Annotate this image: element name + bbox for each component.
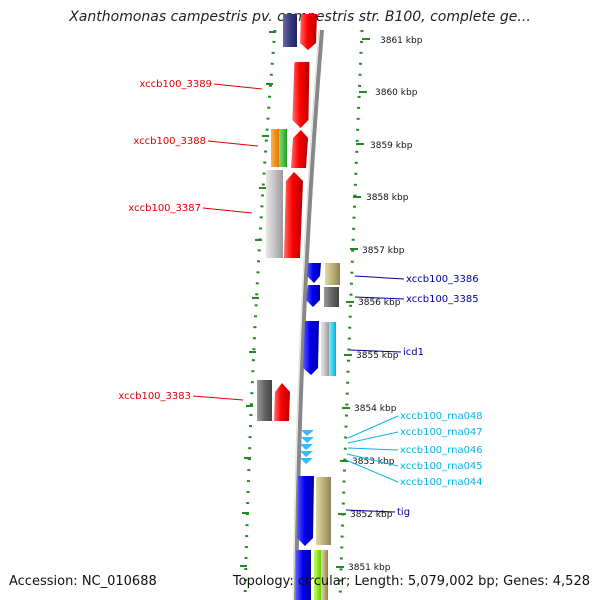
rna-labels: xccb100_rna048 xccb100_rna047 xccb100_rn… <box>400 411 483 488</box>
gene-feature[interactable] <box>321 322 329 376</box>
map-title: Xanthomonas campestris pv. campestris st… <box>69 9 531 25</box>
gene-feature[interactable] <box>291 130 308 168</box>
rna-feature[interactable] <box>300 444 313 450</box>
gene-feature[interactable] <box>303 321 319 375</box>
gene-feature[interactable] <box>329 322 336 376</box>
gene-feature[interactable] <box>279 129 287 167</box>
scale-labels: 3861 kbp 3860 kbp 3859 kbp 3858 kbp 3857… <box>348 36 423 573</box>
gene-label-xccb100-3385[interactable]: xccb100_3385 <box>406 294 479 305</box>
forward-gene-labels: xccb100_3389 xccb100_3388 xccb100_3387 x… <box>118 79 212 402</box>
gene-feature[interactable] <box>274 383 290 421</box>
rna-features <box>300 430 314 464</box>
gene-feature[interactable] <box>316 477 331 545</box>
rna-label-048[interactable]: xccb100_rna048 <box>400 411 483 422</box>
gene-feature[interactable] <box>283 14 297 47</box>
gene-feature[interactable] <box>291 61 310 128</box>
rna-label-047[interactable]: xccb100_rna047 <box>400 427 483 438</box>
gene-feature[interactable] <box>271 129 279 167</box>
gene-feature[interactable] <box>307 263 321 283</box>
scale-label: 3858 kbp <box>366 193 409 203</box>
gene-label-xccb100-3388[interactable]: xccb100_3388 <box>133 136 206 147</box>
rna-feature[interactable] <box>301 437 314 443</box>
scale-label: 3856 kbp <box>358 298 401 308</box>
rna-feature[interactable] <box>301 430 314 436</box>
scale-label: 3853 kbp <box>352 457 395 467</box>
rna-feature[interactable] <box>300 458 313 464</box>
reverse-strand-genes <box>296 263 340 600</box>
gene-label-xccb100-3389[interactable]: xccb100_3389 <box>139 79 212 90</box>
gene-label-icd1[interactable]: icd1 <box>403 347 424 358</box>
gene-feature[interactable] <box>257 380 272 421</box>
gene-feature[interactable] <box>324 287 339 307</box>
gene-label-xccb100-3386[interactable]: xccb100_3386 <box>406 274 479 285</box>
gene-label-xccb100-3383[interactable]: xccb100_3383 <box>118 391 191 402</box>
gene-feature[interactable] <box>284 172 303 258</box>
gene-feature[interactable] <box>314 550 321 600</box>
gene-feature[interactable] <box>297 476 314 546</box>
backbone-highlight <box>292 29 320 600</box>
scale-label: 3860 kbp <box>375 88 418 98</box>
gene-feature[interactable] <box>325 263 340 285</box>
accession-text: Accession: NC_010688 <box>9 574 157 589</box>
rna-label-044[interactable]: xccb100_rna044 <box>400 477 483 488</box>
scale-label: 3851 kbp <box>348 563 391 573</box>
forward-strand-genes <box>257 14 317 421</box>
scale-label: 3852 kbp <box>350 510 393 520</box>
gene-label-tig[interactable]: tig <box>397 507 410 518</box>
gene-feature[interactable] <box>296 550 311 600</box>
scale-label: 3854 kbp <box>354 404 397 414</box>
rna-label-045[interactable]: xccb100_rna045 <box>400 461 483 472</box>
gene-feature[interactable] <box>321 550 328 600</box>
genome-stats-text: Topology: circular; Length: 5,079,002 bp… <box>232 574 590 589</box>
gene-feature[interactable] <box>266 170 283 258</box>
rna-feature[interactable] <box>300 451 313 457</box>
scale-label: 3859 kbp <box>370 141 413 151</box>
gene-label-xccb100-3387[interactable]: xccb100_3387 <box>128 203 201 214</box>
kbp-ticks <box>240 31 370 568</box>
reverse-gene-labels: xccb100_3386 xccb100_3385 icd1 tig <box>397 274 479 518</box>
scale-label: 3857 kbp <box>362 246 405 256</box>
scale-label: 3855 kbp <box>356 351 399 361</box>
scale-label: 3861 kbp <box>380 36 423 46</box>
gene-feature[interactable] <box>306 285 320 307</box>
label-leader-lines <box>192 83 405 513</box>
gene-feature[interactable] <box>300 14 317 50</box>
rna-label-046[interactable]: xccb100_rna046 <box>400 445 483 456</box>
